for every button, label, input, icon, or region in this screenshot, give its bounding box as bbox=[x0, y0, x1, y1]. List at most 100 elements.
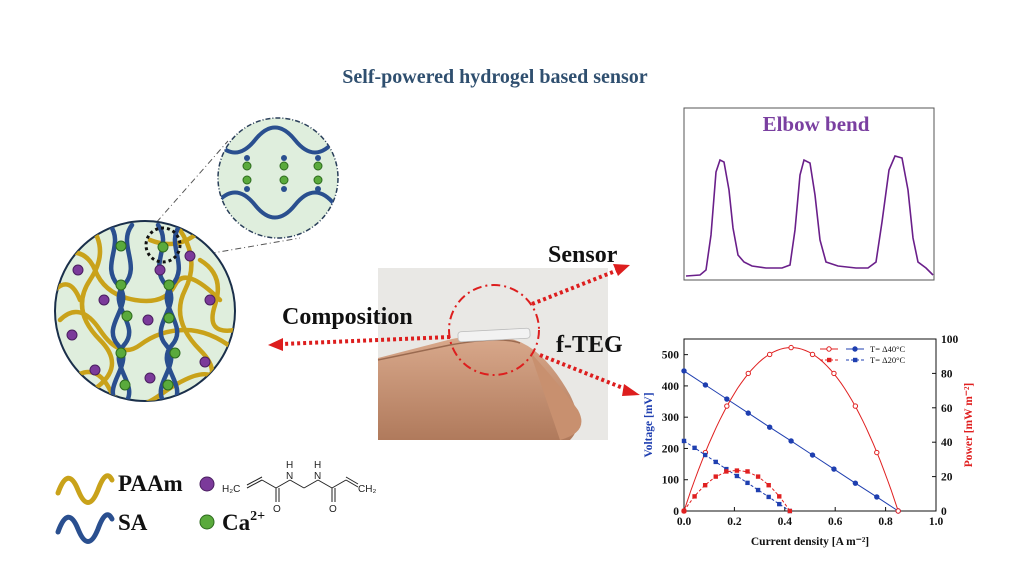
fteg-label: f-TEG bbox=[556, 332, 623, 358]
y-left-tick-label: 300 bbox=[662, 412, 680, 424]
y-right-tick-label: 100 bbox=[941, 334, 959, 346]
series-point bbox=[734, 468, 740, 473]
series-point bbox=[692, 494, 697, 499]
y-left-tick-label: 200 bbox=[662, 443, 680, 455]
series-point bbox=[895, 508, 901, 514]
elbow-bend-panel: Elbow bend bbox=[683, 107, 935, 281]
chem-o-right: O bbox=[329, 504, 337, 515]
zoom-highlight bbox=[144, 226, 182, 264]
y-left-tick-label: 400 bbox=[662, 381, 680, 393]
chart-legend: T= Δ40°CT= Δ20°C bbox=[820, 344, 905, 365]
ca-legend-sup: 2+ bbox=[250, 509, 265, 524]
x-tick-label: 0.4 bbox=[778, 516, 793, 528]
figure-title: Self-powered hydrogel based sensor bbox=[342, 66, 648, 88]
zoom-lines bbox=[147, 140, 301, 259]
legend-marker-power bbox=[827, 357, 832, 363]
series-point bbox=[766, 483, 771, 488]
series-point bbox=[787, 508, 793, 514]
bottom-legend: PAAm SA Ca2+ bbox=[55, 471, 265, 544]
series-point bbox=[745, 410, 751, 416]
series-point bbox=[724, 403, 730, 409]
elbow-bend-signal bbox=[685, 155, 934, 277]
chem-h2c: H₂C bbox=[222, 484, 240, 495]
elbow-bend-label: Elbow bend bbox=[763, 112, 870, 136]
x-tick-label: 1.0 bbox=[929, 516, 944, 528]
ca-legend-base: Ca bbox=[222, 510, 251, 535]
y-left-tick-label: 100 bbox=[662, 475, 680, 487]
composition-network-circle bbox=[54, 220, 236, 402]
series-point bbox=[681, 508, 687, 514]
x-axis-title: Current density [A m⁻²] bbox=[751, 536, 869, 548]
series-point bbox=[852, 403, 859, 409]
y-right-tick-label: 80 bbox=[941, 368, 953, 380]
y-right-tick-label: 0 bbox=[941, 506, 947, 518]
crosslinker-structure bbox=[246, 476, 359, 502]
series-point bbox=[831, 370, 837, 377]
x-tick-label: 0.0 bbox=[677, 516, 692, 528]
x-tick-label: 0.8 bbox=[878, 516, 893, 528]
legend-label: T= Δ20°C bbox=[870, 355, 905, 365]
series-point bbox=[724, 469, 729, 474]
sa-legend-label: SA bbox=[118, 510, 148, 535]
legend-label: T= Δ40°C bbox=[870, 344, 905, 354]
arrowheads bbox=[268, 264, 640, 396]
series-point bbox=[745, 480, 750, 486]
series-point bbox=[788, 438, 794, 444]
arrows bbox=[282, 268, 629, 392]
series-line bbox=[683, 440, 791, 512]
ca-legend-label: Ca2+ bbox=[222, 509, 265, 535]
x-tick-label: 0.6 bbox=[828, 516, 843, 528]
chem-o-left: O bbox=[273, 504, 281, 515]
series-point bbox=[713, 459, 718, 465]
crosslinker-legend-dot bbox=[199, 476, 215, 492]
fteg-chart: 0.0 0.2 0.4 0.6 0.8 1.00100200300400500020406… bbox=[643, 334, 975, 548]
series-point bbox=[745, 370, 751, 377]
y-left-tick-label: 500 bbox=[662, 350, 680, 362]
y-right-tick-label: 40 bbox=[941, 437, 953, 449]
arm-photo bbox=[377, 268, 608, 440]
chem-h-left: H bbox=[286, 460, 293, 471]
chart-series bbox=[681, 344, 901, 514]
ca-legend-dot bbox=[199, 514, 215, 530]
series-point bbox=[692, 445, 697, 451]
series-point bbox=[681, 368, 687, 374]
series-point bbox=[766, 351, 773, 358]
series-point bbox=[777, 494, 782, 499]
series-point bbox=[702, 483, 708, 488]
series-point bbox=[809, 452, 816, 458]
paam-legend-icon bbox=[55, 473, 115, 505]
chem-n-left: N bbox=[286, 471, 293, 482]
series-point bbox=[702, 382, 709, 388]
chem-n-right: N bbox=[314, 471, 321, 482]
ca-ions bbox=[115, 240, 181, 391]
series-point bbox=[788, 344, 794, 351]
arrow-to-fteg bbox=[539, 353, 629, 392]
y-right-tick-label: 60 bbox=[941, 403, 953, 415]
sensor-highlight-circle bbox=[448, 284, 540, 376]
x-tick-label: 0.2 bbox=[727, 516, 742, 528]
series-point bbox=[713, 474, 718, 479]
crosslinker-dots bbox=[66, 250, 216, 384]
legend-marker-power bbox=[826, 346, 832, 352]
composition-label: Composition bbox=[282, 304, 413, 330]
series-point bbox=[755, 487, 761, 493]
chart-plot-area bbox=[683, 338, 937, 512]
chem-h-right: H bbox=[314, 460, 321, 471]
detail-ca-ions bbox=[242, 161, 323, 185]
zoom-detail-circle bbox=[217, 117, 339, 239]
series-point bbox=[755, 474, 761, 479]
series-point bbox=[724, 396, 730, 402]
y-axis-right-title: Power [mW m⁻²] bbox=[963, 383, 975, 467]
hydrogel-sensor-patch bbox=[457, 327, 531, 343]
chem-ch2: CH₂ bbox=[358, 484, 376, 495]
legend-marker-voltage bbox=[852, 346, 858, 352]
y-left-tick-label: 0 bbox=[673, 506, 679, 518]
paam-legend-label: PAAm bbox=[118, 471, 183, 496]
series-point bbox=[831, 466, 837, 472]
y-right-tick-label: 20 bbox=[941, 472, 953, 484]
series-point bbox=[766, 424, 773, 430]
sa-legend-icon bbox=[55, 512, 115, 544]
y-axis-left-title: Voltage [mV] bbox=[643, 392, 655, 457]
arrow-to-composition bbox=[282, 335, 451, 346]
